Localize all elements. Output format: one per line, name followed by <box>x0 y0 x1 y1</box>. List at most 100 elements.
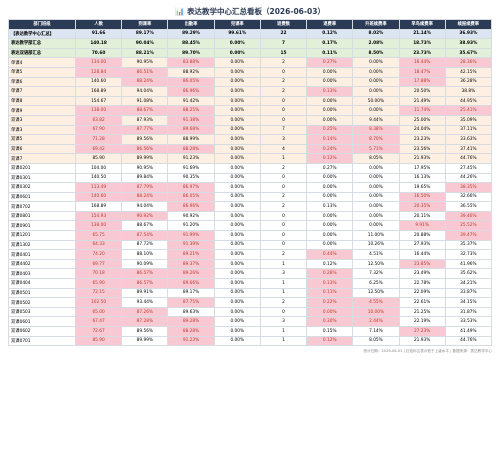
table-cell: 单课9 <box>8 105 76 116</box>
table-cell: 单课7 <box>8 86 76 97</box>
table-cell: 20.35% <box>398 201 446 212</box>
table-cell: 0 <box>259 95 308 107</box>
table-cell: 1 <box>259 326 308 337</box>
table-cell: 0 <box>259 105 308 116</box>
table-cell: 104.00 <box>74 162 123 174</box>
table-cell: 4.55% <box>352 297 400 308</box>
table-cell: 0 <box>259 220 308 232</box>
table-cell: 2 <box>259 86 308 97</box>
table-cell: 91.69% <box>167 162 215 174</box>
table-cell: 91.08% <box>121 95 169 107</box>
table-cell: 10.26% <box>352 239 400 251</box>
table-cell: 8.05% <box>352 153 400 164</box>
table-row: 双课0401 74.20 88.10% 89.21% 0.00% 2 0.44% 4.51% 1… <box>8 249 493 260</box>
table-cell: 16.13% <box>398 172 446 184</box>
table-cell: 双课1302 <box>8 239 76 251</box>
table-cell: 0.00% <box>213 143 261 155</box>
table-cell: 38.93% <box>444 38 493 49</box>
table-cell: 89.26% <box>167 268 215 280</box>
table-cell: 83.88% <box>167 57 215 68</box>
table-cell: 21.93% <box>398 335 446 347</box>
table-cell: 16.44% <box>398 249 446 260</box>
table-cell: 双课5 <box>8 134 76 145</box>
table-cell: 86.96% <box>167 86 215 97</box>
table-cell: 7 <box>259 38 308 49</box>
table-cell: 8.05% <box>352 335 400 347</box>
title: 📊 表达教学中心汇总看板（2026-06-03） <box>175 7 325 16</box>
column-header: 退费率 <box>306 19 354 30</box>
table-cell: 17.95% <box>398 162 446 174</box>
table-row: 双课0602 72.67 89.56% 88.28% 0.00% 1 0.15% 7.14% 2… <box>8 326 493 337</box>
table-cell: 0.00% <box>306 114 354 126</box>
table-cell: 134.00 <box>74 57 123 68</box>
table-cell: 2 <box>259 297 308 308</box>
table-cell: 44.95% <box>444 95 493 107</box>
table-cell: 27.93% <box>398 239 446 251</box>
table-cell: 67.47 <box>74 316 123 327</box>
table-cell: 67.90 <box>74 124 123 136</box>
table-cell: 21.93% <box>398 153 446 164</box>
table-cell: 88.99% <box>167 134 215 145</box>
table-cell: 【表达教学中心汇总】 <box>8 28 76 40</box>
table-cell: 0.00% <box>352 105 400 116</box>
table-cell: 154.93 <box>74 210 123 222</box>
table-cell: 86.97% <box>167 182 215 193</box>
table-cell: 0.00% <box>213 182 261 193</box>
table-cell: 0.11% <box>306 47 354 59</box>
table-cell: 87.79% <box>121 182 169 193</box>
table-cell: 0.00% <box>352 201 400 212</box>
table-row: 双课4402 69.77 90.09% 89.37% 0.00% 1 0.12% 12.50%… <box>8 258 493 270</box>
table-cell: 0.44% <box>306 249 354 260</box>
table-cell: 18.73% <box>398 38 446 49</box>
table-cell: 65.00 <box>74 306 123 318</box>
table-cell: 140.60 <box>74 191 123 203</box>
table-cell: 36.28% <box>444 76 493 88</box>
column-header: 续报续费率 <box>444 19 493 30</box>
table-row: 单课6 140.60 88.24% 86.05% 0.00% 2 0.00% 0.00% 17.… <box>8 76 493 88</box>
table-cell: 0.22% <box>306 297 354 308</box>
table-cell: 20.11% <box>398 210 446 222</box>
table-cell: 24.04% <box>398 124 446 136</box>
column-header: 完课率 <box>213 19 261 30</box>
table-cell: 8.02% <box>352 28 400 40</box>
table-cell: 87.26% <box>121 306 169 318</box>
table-cell: 0.00% <box>306 66 354 78</box>
footer: 统计日期：2026-06-03 | 红色标注表示低于上级水平 | 数据来源：表达… <box>363 349 493 353</box>
table-row: 双课0801 154.93 90.92% 90.92% 0.00% 0 0.00% 0.00%… <box>8 210 493 222</box>
table-cell: 双课0501 <box>8 287 76 299</box>
table-cell: 89.99% <box>121 335 169 347</box>
table-cell: 86.57% <box>121 278 169 289</box>
table-cell: 8.38% <box>352 124 400 136</box>
table-cell: 0.00% <box>213 230 261 241</box>
table-cell: 21.14% <box>398 28 446 40</box>
table-cell: 128.84 <box>74 66 123 78</box>
table-row: 双课7 85.90 89.99% 91.23% 0.00% 1 0.12% 8.05% 21.9… <box>8 153 493 164</box>
table-cell: 双课0503 <box>8 306 76 318</box>
table-cell: 8.50% <box>352 47 400 59</box>
table-cell: 2 <box>259 57 308 68</box>
table-cell: 1 <box>259 153 308 164</box>
table-cell: 94.04% <box>121 201 169 212</box>
table-cell: 0.00% <box>213 297 261 308</box>
table-cell: 138.00 <box>74 220 123 232</box>
table-cell: 0.00% <box>352 191 400 203</box>
table-cell: 双课0601 <box>8 191 76 203</box>
table-row: 单课7 168.89 94.04% 86.96% 0.00% 2 0.13% 0.00% 20.… <box>8 86 493 97</box>
table-cell: 0.00% <box>213 258 261 270</box>
table-cell: 1 <box>259 287 308 299</box>
table-cell: 0.12% <box>306 335 354 347</box>
table-row: 双课3 63.82 87.93% 91.38% 0.00% 0 0.00% 9.44% 25.0… <box>8 114 493 126</box>
table-cell: 4.51% <box>352 249 400 260</box>
table-cell: 0.24% <box>306 143 354 155</box>
table-cell: 0.30% <box>306 316 354 327</box>
table-cell: 25.41% <box>444 105 493 116</box>
table-cell: 3 <box>259 134 308 145</box>
table-cell: 34.21% <box>444 278 493 289</box>
column-header: 出勤率 <box>167 19 215 30</box>
table-cell: 2 <box>259 191 308 203</box>
table-cell: 0.00% <box>213 210 261 222</box>
table-cell: 86.51% <box>121 66 169 78</box>
table-cell: 140.60 <box>74 76 123 88</box>
table-cell: 19.65% <box>398 182 446 193</box>
table-cell: 双课3 <box>8 114 76 126</box>
